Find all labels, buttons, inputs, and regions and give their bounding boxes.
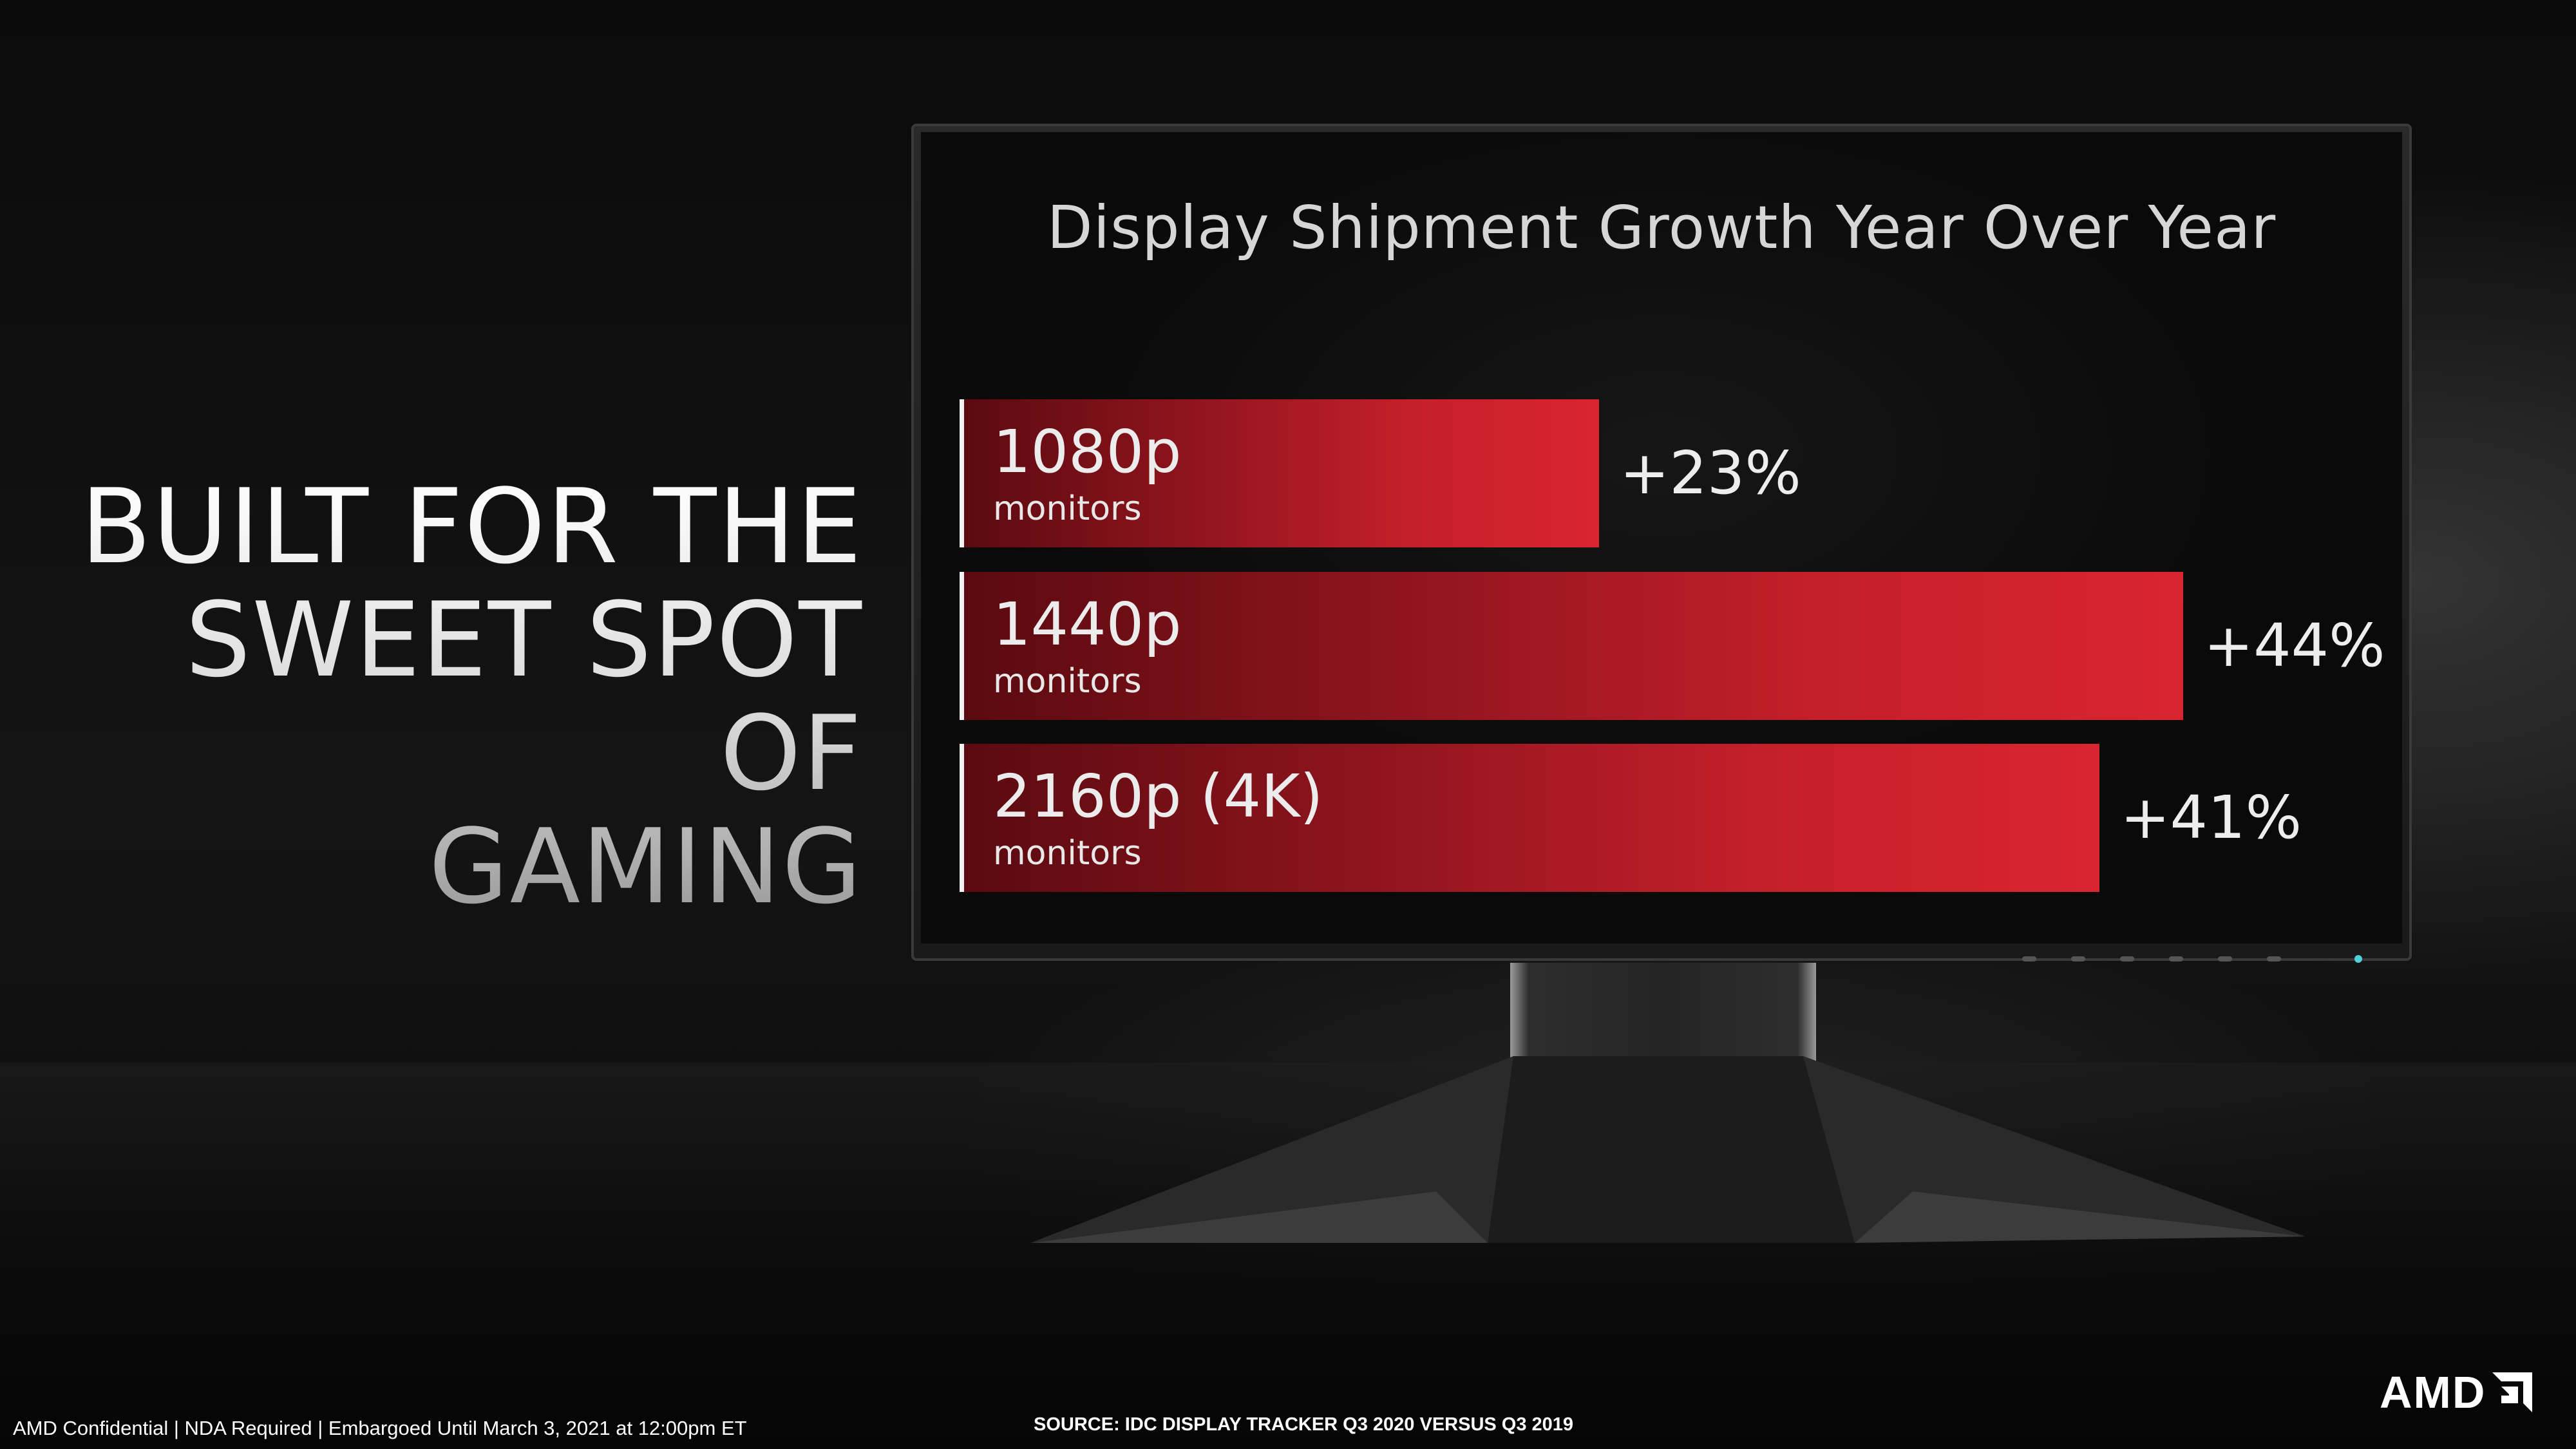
monitor-stand-base bbox=[1030, 1056, 2306, 1243]
amd-logo-text: AMD bbox=[2380, 1367, 2486, 1417]
headline: BUILT FOR THE SWEET SPOT OF GAMING bbox=[39, 470, 863, 923]
monitor-button bbox=[2120, 956, 2134, 961]
monitor-buttons bbox=[2022, 954, 2376, 963]
monitor-button bbox=[2169, 956, 2183, 961]
monitor-button bbox=[2267, 956, 2281, 961]
bar-value-label: +44% bbox=[2204, 611, 2385, 680]
bar-category-label: 1080p bbox=[993, 417, 1182, 486]
bar-category-sublabel: monitors bbox=[993, 834, 1142, 873]
chart-title: Display Shipment Growth Year Over Year bbox=[1046, 193, 2277, 262]
floor-shadow bbox=[0, 1063, 2576, 1449]
bar: 2160p (4K) monitors bbox=[960, 744, 2100, 892]
bar: 1440p monitors bbox=[960, 572, 2183, 720]
bar-category-sublabel: monitors bbox=[993, 662, 1142, 701]
bar-category-sublabel: monitors bbox=[993, 489, 1142, 528]
headline-line-1: BUILT FOR THE bbox=[80, 466, 863, 587]
monitor-button bbox=[2071, 956, 2085, 961]
headline-line-2: SWEET SPOT OF bbox=[185, 580, 863, 813]
power-led-icon bbox=[2354, 955, 2362, 963]
bar: 1080p monitors bbox=[960, 399, 1600, 547]
monitor-button bbox=[2022, 956, 2036, 961]
bar-value-label: +23% bbox=[1620, 439, 1801, 507]
amd-logo: AMD bbox=[2380, 1367, 2533, 1418]
bar-category-label: 1440p bbox=[993, 590, 1182, 659]
source-note: SOURCE: IDC DISPLAY TRACKER Q3 2020 VERS… bbox=[1034, 1414, 1574, 1435]
bar-category-label: 2160p (4K) bbox=[993, 762, 1323, 831]
monitor-button bbox=[2218, 956, 2232, 961]
confidential-notice: AMD Confidential | NDA Required | Embarg… bbox=[13, 1417, 747, 1439]
headline-line-3: GAMING bbox=[428, 806, 863, 927]
amd-arrow-icon bbox=[2492, 1372, 2533, 1412]
bar-value-label: +41% bbox=[2120, 783, 2302, 852]
